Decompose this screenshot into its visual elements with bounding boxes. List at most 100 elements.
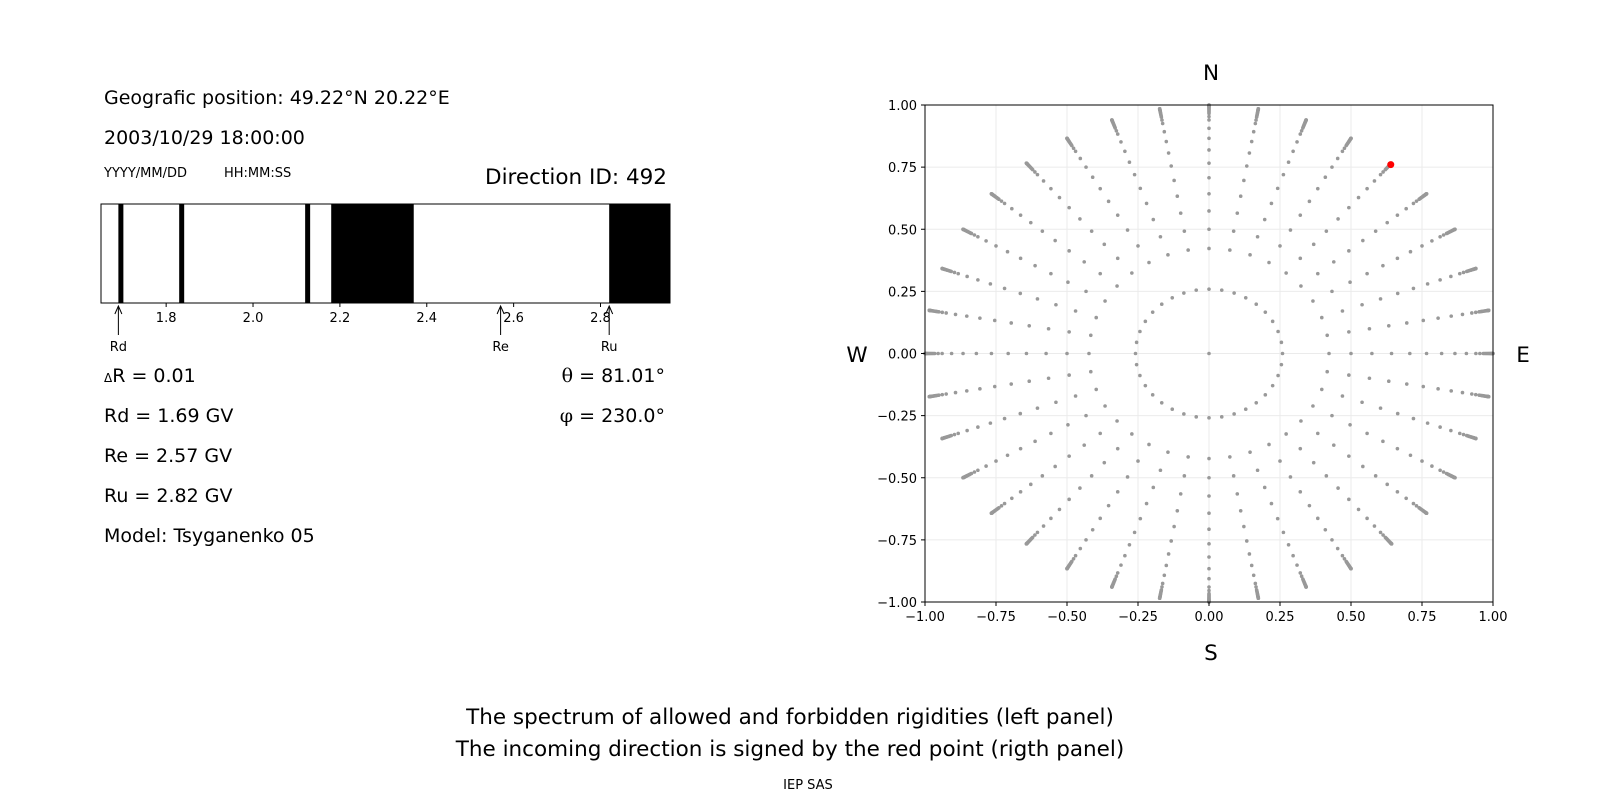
direction-point xyxy=(1164,563,1169,568)
direction-point xyxy=(1207,566,1211,571)
direction-point xyxy=(1298,571,1303,575)
direction-point xyxy=(1251,129,1256,134)
direction-point xyxy=(1449,274,1453,279)
forbidden-band xyxy=(331,204,414,303)
direction-point xyxy=(1298,256,1303,261)
direction-point xyxy=(1335,546,1340,551)
direction-point xyxy=(1242,524,1246,529)
direction-point xyxy=(1425,282,1430,286)
direction-point xyxy=(1228,455,1232,459)
direction-point xyxy=(1453,227,1457,232)
direction-point xyxy=(1040,229,1045,233)
direction-point xyxy=(1267,260,1271,265)
direction-point xyxy=(1247,552,1252,556)
spectrum-x-tick-label: 1.8 xyxy=(156,311,177,326)
direction-point xyxy=(1349,566,1353,571)
direction-point xyxy=(1066,422,1070,427)
direction-point xyxy=(1067,330,1071,334)
direction-point xyxy=(1018,446,1023,451)
direction-point xyxy=(1182,474,1187,478)
direction-point xyxy=(1395,291,1400,296)
direction-point xyxy=(1123,553,1127,558)
direction-point xyxy=(1347,205,1351,210)
direction-point xyxy=(1138,329,1142,334)
scatter-x-tick-label: −0.50 xyxy=(1047,610,1087,625)
direction-point xyxy=(1276,373,1280,378)
direction-point xyxy=(1207,175,1211,180)
direction-point xyxy=(1033,439,1037,444)
direction-point xyxy=(1169,539,1174,543)
direction-point xyxy=(1160,121,1165,126)
direction-point xyxy=(1207,246,1211,251)
south-label: S xyxy=(1204,641,1218,666)
direction-point xyxy=(1115,213,1120,217)
direction-point xyxy=(961,351,965,356)
direction-point xyxy=(1159,400,1164,405)
direction-point xyxy=(1395,213,1400,217)
direction-point xyxy=(1049,186,1053,191)
direction-point xyxy=(1125,475,1130,479)
direction-point xyxy=(1438,234,1442,239)
direction-point xyxy=(1232,412,1236,416)
direction-point xyxy=(1147,260,1151,265)
direction-point xyxy=(1365,186,1369,191)
direction-point xyxy=(1254,585,1258,589)
direction-point xyxy=(1424,351,1429,356)
direction-point xyxy=(1046,326,1051,331)
direction-point xyxy=(1098,516,1103,521)
direction-point xyxy=(1411,201,1416,206)
direction-point xyxy=(1242,178,1246,183)
direction-point xyxy=(1389,351,1394,356)
direction-point xyxy=(1365,271,1369,276)
direction-point xyxy=(1408,453,1413,458)
direction-point xyxy=(1028,220,1033,225)
direction-point xyxy=(1299,284,1303,288)
direction-point xyxy=(1243,407,1248,411)
direction-point xyxy=(1430,464,1434,468)
direction-point xyxy=(1299,419,1303,423)
direction-point xyxy=(1136,459,1140,463)
direction-point xyxy=(1169,164,1174,168)
direction-point xyxy=(953,312,958,317)
direction-point xyxy=(1325,369,1330,374)
direction-point xyxy=(1115,446,1120,451)
direction-point xyxy=(1207,494,1211,498)
direction-point xyxy=(1365,431,1369,436)
direction-point xyxy=(1280,351,1285,356)
direction-point xyxy=(1331,443,1336,447)
direction-point xyxy=(1315,431,1320,436)
scatter-x-tick-label: 0.75 xyxy=(1408,610,1437,625)
direction-point xyxy=(976,234,980,239)
direction-point xyxy=(1315,186,1320,191)
spectrum-frame xyxy=(100,203,671,304)
direction-point xyxy=(1385,220,1390,225)
direction-point xyxy=(1110,118,1114,122)
direction-point xyxy=(1253,581,1258,586)
direction-point xyxy=(1411,416,1416,421)
direction-point xyxy=(1373,229,1378,233)
direction-point xyxy=(1441,470,1446,474)
direction-point xyxy=(1304,585,1308,589)
direction-point xyxy=(1295,140,1299,144)
marker-label-rd: Rd xyxy=(110,340,127,355)
direction-point xyxy=(1158,468,1163,473)
direction-point xyxy=(978,316,982,320)
footer-line-2: The incoming direction is signed by the … xyxy=(455,737,1124,762)
direction-point xyxy=(1078,486,1082,490)
direction-point xyxy=(1119,140,1123,144)
direction-point xyxy=(1132,172,1137,177)
direction-point xyxy=(994,459,998,463)
direction-point xyxy=(1461,270,1466,275)
direction-point xyxy=(1098,186,1103,191)
direction-point xyxy=(1143,319,1148,324)
direction-point xyxy=(1336,486,1340,490)
direction-point xyxy=(1114,574,1119,579)
direction-point xyxy=(1207,475,1211,480)
direction-point xyxy=(1207,511,1211,516)
direction-point xyxy=(1430,239,1434,243)
direction-point xyxy=(1010,496,1014,501)
direction-point xyxy=(1474,351,1478,356)
direction-point xyxy=(1330,413,1334,418)
direction-point xyxy=(965,428,969,433)
west-label: W xyxy=(846,343,867,368)
